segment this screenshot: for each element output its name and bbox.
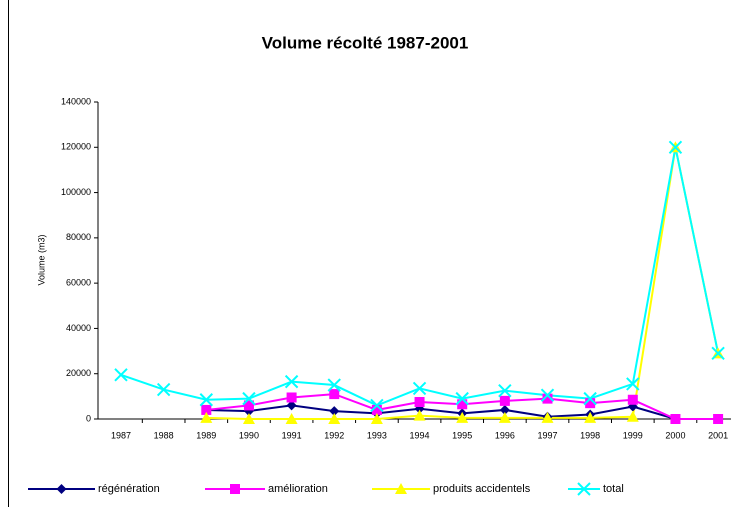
marker [540, 388, 555, 402]
marker [499, 395, 510, 406]
marker [541, 411, 554, 423]
marker [201, 404, 212, 415]
x-tick-label: 1990 [239, 430, 259, 440]
x-tick-label: 1988 [154, 430, 174, 440]
marker [455, 391, 469, 406]
marker [286, 400, 297, 411]
series-line [206, 147, 720, 420]
marker [329, 389, 340, 400]
legend-label: total [603, 483, 624, 495]
marker [499, 404, 510, 415]
x-tick-label: 1992 [324, 430, 344, 440]
x-tick-label: 1995 [452, 430, 472, 440]
marker [370, 413, 383, 424]
y-tick-label: 120000 [61, 142, 91, 152]
marker [457, 399, 468, 410]
y-tick-label: 20000 [66, 368, 91, 378]
y-tick-label: 40000 [66, 323, 91, 333]
marker [242, 391, 256, 406]
x-tick-label: 1989 [196, 430, 216, 440]
y-tick-label: 60000 [66, 278, 91, 288]
marker [371, 404, 382, 415]
marker [286, 392, 297, 403]
marker [670, 414, 681, 424]
marker [414, 397, 425, 408]
y-tick-label: 80000 [66, 232, 91, 242]
x-tick-label: 1993 [367, 430, 387, 440]
y-tick-label: 0 [86, 413, 91, 423]
marker [498, 411, 511, 423]
x-tick-label: 1998 [580, 430, 600, 440]
marker [413, 409, 426, 421]
marker [711, 346, 725, 361]
marker [577, 482, 591, 496]
marker [329, 406, 340, 417]
legend-label: amélioration [268, 483, 328, 495]
marker [456, 411, 469, 423]
marker [395, 483, 407, 494]
marker [626, 410, 639, 422]
x-tick-label: 2001 [708, 430, 728, 440]
x-tick-label: 1997 [537, 430, 557, 440]
marker [242, 413, 255, 424]
x-tick-label: 1991 [282, 430, 302, 440]
marker [585, 398, 596, 409]
marker [230, 484, 240, 494]
marker [56, 484, 67, 494]
marker [156, 382, 171, 397]
marker [498, 383, 512, 398]
marker [327, 378, 341, 392]
marker [328, 413, 341, 424]
marker [285, 413, 298, 424]
marker [542, 393, 553, 404]
y-axis-label: Volume (m3) [36, 234, 46, 285]
y-tick-label: 140000 [61, 96, 91, 106]
x-tick-label: 1987 [111, 430, 131, 440]
x-tick-label: 2000 [665, 430, 685, 440]
marker [199, 393, 214, 407]
marker [668, 140, 683, 154]
legend-label: produits accidentels [433, 483, 531, 495]
marker [284, 374, 299, 389]
marker [114, 368, 128, 382]
marker [713, 414, 724, 424]
marker [584, 411, 597, 423]
marker [626, 377, 640, 391]
marker [370, 398, 384, 413]
x-tick-label: 1994 [410, 430, 430, 440]
marker [583, 391, 597, 406]
marker [412, 381, 427, 396]
chart-title: Volume récolté 1987-2001 [262, 33, 469, 52]
legend-label: régénération [98, 483, 160, 495]
marker [627, 394, 638, 405]
y-tick-label: 100000 [61, 187, 91, 197]
x-tick-label: 1999 [623, 430, 643, 440]
series-line [120, 147, 720, 407]
marker [200, 411, 213, 423]
marker [243, 400, 254, 411]
x-tick-label: 1996 [495, 430, 515, 440]
